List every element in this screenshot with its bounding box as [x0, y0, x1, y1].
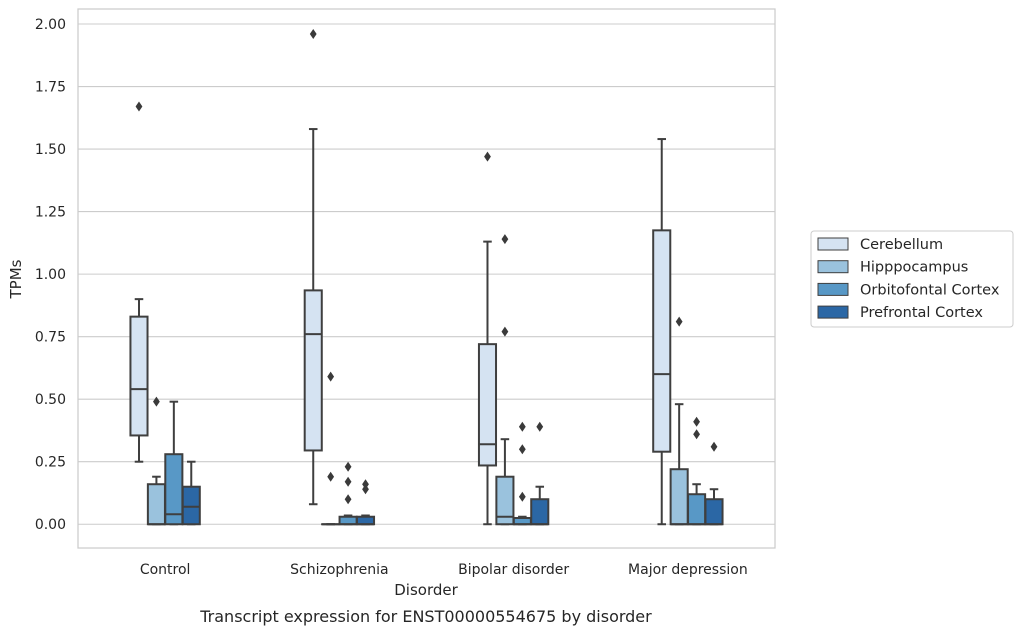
chart-caption: Transcript expression for ENST0000055467…: [199, 607, 652, 626]
box-groups: [129, 29, 724, 526]
y-tick-label: 0.25: [35, 455, 66, 471]
outlier-point: [327, 471, 335, 482]
y-tick-label: 1.50: [35, 142, 66, 158]
outlier-point: [344, 461, 352, 472]
y-tick-label: 0.75: [35, 330, 66, 346]
box-major-depression-cerebellum: [652, 138, 672, 526]
outlier-point: [693, 429, 700, 440]
x-tick-label: Bipolar disorder: [458, 562, 569, 578]
outlier-point: [501, 234, 509, 245]
legend-label-orbitofontal-cortex: Orbitofontal Cortex: [860, 282, 1000, 298]
outlier-point: [518, 421, 526, 432]
iqr-box: [146, 483, 166, 526]
iqr-box: [495, 475, 515, 526]
box-major-depression-prefrontal-cortex: [704, 441, 724, 526]
y-tick-labels: 0.00 0.25 0.50 0.75 1.00 1.25 1.50 1.75 2.00: [35, 17, 66, 533]
outlier-point: [710, 441, 718, 452]
outlier-point: [309, 29, 317, 40]
outlier-point: [362, 479, 369, 490]
legend-swatch-hipppocampus: [817, 260, 849, 274]
outlier-point: [344, 476, 352, 487]
box-schizophrenia-orbitofontal-cortex: [338, 461, 358, 526]
outlier-point: [344, 494, 352, 505]
outlier-point: [135, 101, 143, 112]
box-bipolar-disorder-hipppocampus: [495, 234, 515, 526]
box-major-depression-orbitofontal-cortex: [687, 416, 707, 526]
legend-frame: [810, 230, 1014, 328]
iqr-box: [687, 493, 707, 526]
outlier-point: [327, 371, 335, 382]
y-tick-label: 2.00: [35, 17, 66, 33]
outlier-point: [362, 484, 369, 495]
y-tick-label: 1.75: [35, 80, 66, 96]
legend-label-cerebellum: Cerebellum: [860, 237, 943, 253]
legend-swatch-prefrontal-cortex: [817, 305, 849, 319]
outlier-point: [501, 326, 509, 337]
outlier-point: [484, 151, 491, 162]
legend-label-prefrontal-cortex: Prefrontal Cortex: [860, 305, 983, 321]
x-tick-label: Schizophrenia: [290, 562, 388, 578]
y-tick-label: 1.25: [35, 205, 66, 221]
iqr-box: [669, 468, 689, 526]
y-tick-label: 1.00: [35, 267, 66, 283]
x-tick-label: Major depression: [628, 562, 748, 578]
x-tick-label: Control: [140, 562, 191, 578]
box-control-orbitofontal-cortex: [164, 400, 184, 526]
outlier-point: [675, 316, 683, 327]
iqr-box: [530, 498, 550, 526]
outlier-point: [518, 444, 526, 455]
outlier-point: [693, 416, 700, 427]
y-tick-label: 0.50: [35, 392, 66, 408]
x-axis-label: Disorder: [394, 581, 458, 599]
plot-area-frame: [77, 8, 776, 549]
box-bipolar-disorder-cerebellum: [477, 151, 498, 526]
outlier-point: [518, 491, 526, 502]
legend-swatch-orbitofontal-cortex: [817, 282, 849, 296]
iqr-box: [303, 289, 323, 452]
iqr-box: [129, 315, 149, 437]
box-schizophrenia-cerebellum: [303, 29, 323, 506]
outlier-point: [153, 396, 160, 407]
iqr-box: [477, 343, 498, 467]
y-axis-label: TPMs: [7, 259, 25, 299]
iqr-box: [704, 498, 724, 526]
iqr-box: [355, 515, 376, 526]
legend-swatch-cerebellum: [817, 237, 849, 251]
box-control-cerebellum: [129, 101, 149, 463]
legend: Cerebellum Hipppocampus Orbitofontal Corte…: [810, 230, 1014, 328]
iqr-box: [181, 485, 201, 526]
box-bipolar-disorder-prefrontal-cortex: [530, 421, 550, 526]
legend-label-hipppocampus: Hipppocampus: [860, 260, 968, 276]
x-tick-labels: Control Schizophrenia Bipolar disorder Majo…: [140, 562, 748, 578]
box-schizophrenia-prefrontal-cortex: [355, 479, 376, 526]
iqr-box: [652, 229, 672, 453]
box-control-prefrontal-cortex: [181, 460, 201, 526]
box-bipolar-disorder-orbitofontal-cortex: [512, 421, 532, 526]
iqr-box: [338, 515, 358, 526]
y-tick-label: 0.00: [35, 517, 66, 533]
outlier-point: [536, 421, 544, 432]
